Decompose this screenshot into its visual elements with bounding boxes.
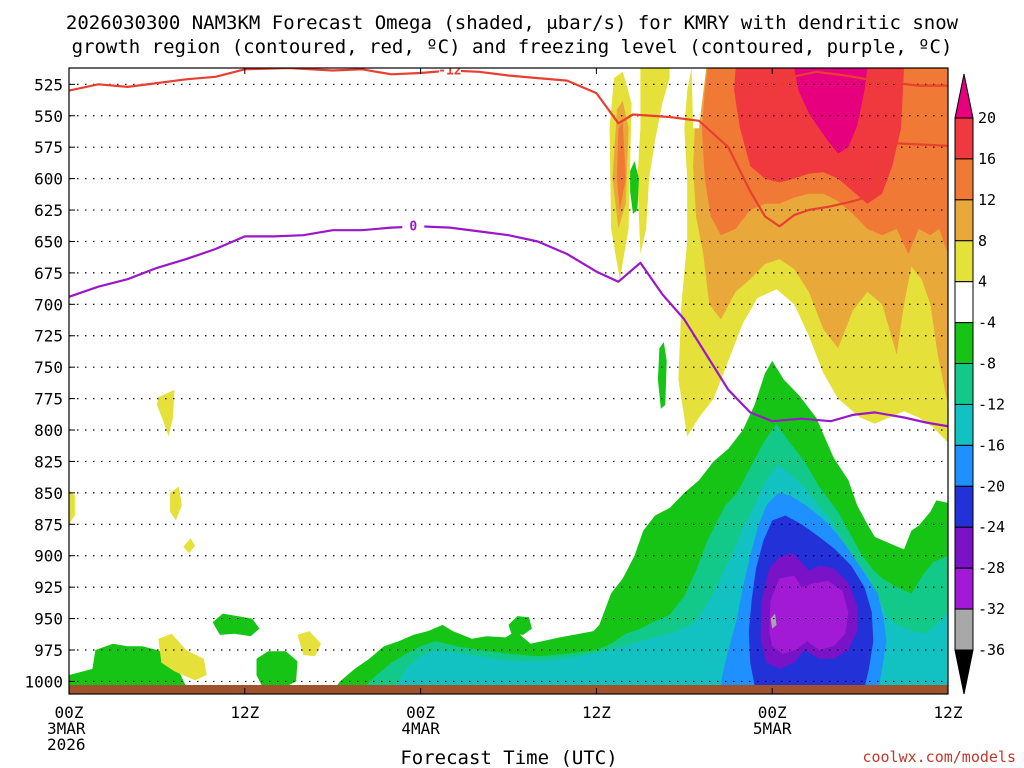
y-axis: 525 550 575 600 625 650 675 700 725 750 775 800 825 8…: [24, 75, 75, 691]
y-tick-label-1000: 1000: [24, 672, 63, 691]
freezing-level-contour-label-bg: [402, 218, 425, 233]
colorbar-label-13: -36: [978, 641, 1005, 659]
y-tick-label-925: 925: [34, 578, 63, 597]
ground-strip: [69, 685, 948, 694]
y-tick-label-825: 825: [34, 452, 63, 471]
y-tick-label-675: 675: [34, 264, 63, 283]
colorbar-bottom-triangle: [954, 649, 974, 695]
y-tick-label-725: 725: [34, 327, 63, 346]
colorbar-label-4: 4: [978, 273, 987, 291]
colorbar-label-7: -12: [978, 395, 1005, 413]
y-tick-label-950: 950: [34, 610, 63, 629]
omega-region-25: [183, 538, 195, 554]
x-tick-label-4-1: 5MAR: [753, 719, 792, 738]
colorbar-label-6: -8: [978, 355, 996, 373]
colorbar-label-2: 12: [978, 191, 996, 209]
colorbar-box-1: [954, 117, 974, 160]
colorbar-box-3: [954, 199, 974, 242]
y-tick-label-900: 900: [34, 547, 63, 566]
credit-text: coolwx.com/models: [862, 748, 1016, 766]
y-tick-label-550: 550: [34, 107, 63, 126]
omega-region-27: [297, 631, 321, 657]
dgz-contour-0-label: -12: [438, 64, 461, 79]
x-axis-title: Forecast Time (UTC): [400, 747, 617, 768]
colorbar-box-11: [954, 526, 974, 569]
ground-layer: [69, 685, 948, 694]
omega-region-19: [256, 651, 298, 689]
y-tick-label-875: 875: [34, 515, 63, 534]
colorbar-box-8: [954, 403, 974, 446]
omega-region-24: [170, 486, 182, 521]
y-tick-label-800: 800: [34, 421, 63, 440]
freezing-level-contour: [69, 225, 948, 428]
chart-title-line2: growth region (contoured, red, ºC) and f…: [72, 36, 953, 58]
omega-region-17: [770, 613, 777, 629]
colorbar-box-13: [954, 608, 974, 651]
dgz-contour-0-label-bg: [438, 68, 461, 77]
freezing-level-contour-label: 0: [409, 220, 417, 235]
colorbar-label-1: 16: [978, 150, 996, 168]
colorbar-top-triangle: [954, 73, 974, 119]
colorbar-label-12: -32: [978, 600, 1005, 618]
omega-region-26: [158, 633, 207, 681]
omega-region-21: [630, 161, 639, 214]
y-tick-label-625: 625: [34, 201, 63, 220]
colorbar-label-5: -4: [978, 314, 996, 332]
dgz-contour-1: [768, 70, 948, 98]
x-tick-label-5-0: 12Z: [934, 703, 963, 722]
dgz-contour-2: [873, 142, 948, 196]
plot-frame: [68, 67, 949, 695]
colorbar-label-3: 8: [978, 232, 987, 250]
omega-region-28: [69, 490, 75, 525]
omega-region-18: [212, 613, 260, 637]
colorbar-box-6: [954, 322, 974, 365]
y-tick-label-700: 700: [34, 295, 63, 314]
x-tick-label-0-2: 2026: [47, 735, 86, 754]
x-tick-label-2-0: 00Z: [406, 703, 435, 722]
y-tick-label-575: 575: [34, 138, 63, 157]
omega-region-2: [616, 122, 626, 210]
plot-area: 0 -12: [69, 64, 948, 694]
colorbar-label-9: -20: [978, 477, 1005, 495]
chart-title-line1: 2026030300 NAM3KM Forecast Omega (shaded…: [66, 12, 959, 34]
y-tick-label-750: 750: [34, 358, 63, 377]
colorbar-box-7: [954, 363, 974, 405]
colorbar: 20 16 12 8 4 -4 -8 -12 -16 -20 -24 -28 -32 -36: [954, 73, 1005, 695]
y-tick-label-650: 650: [34, 232, 63, 251]
omega-region-8: [794, 68, 868, 154]
y-tick-label-975: 975: [34, 641, 63, 660]
x-tick-label-1-0: 12Z: [230, 703, 259, 722]
y-tick-label-775: 775: [34, 390, 63, 409]
colorbar-box-9: [954, 444, 974, 487]
omega-region-20: [508, 616, 532, 635]
omega-region-16: [769, 575, 849, 654]
colorbar-label-0: 20: [978, 109, 996, 127]
omega-shading: [69, 68, 948, 694]
contour-lines: 0 -12: [69, 64, 948, 428]
omega-region-9: [691, 68, 707, 129]
x-tick-label-0-1: 3MAR: [47, 719, 86, 738]
x-tick-label-0-0: 00Z: [55, 703, 84, 722]
dgz-contour-0: [69, 68, 876, 228]
colorbar-box-5: [954, 281, 974, 324]
y-tick-label-850: 850: [34, 484, 63, 503]
x-tick-label-4-0: 00Z: [758, 703, 787, 722]
colorbar-box-2: [954, 158, 974, 201]
colorbar-box-4: [954, 240, 974, 283]
y-tick-label-600: 600: [34, 170, 63, 189]
x-tick-label-3-0: 12Z: [582, 703, 611, 722]
omega-region-23: [156, 389, 175, 437]
colorbar-label-8: -16: [978, 436, 1005, 454]
colorbar-box-12: [954, 567, 974, 610]
colorbar-box-10: [954, 485, 974, 528]
omega-region-22: [657, 342, 667, 409]
x-tick-label-2-1: 4MAR: [401, 719, 440, 738]
y-tick-label-525: 525: [34, 75, 63, 94]
colorbar-label-11: -28: [978, 559, 1005, 577]
colorbar-label-10: -24: [978, 518, 1005, 536]
